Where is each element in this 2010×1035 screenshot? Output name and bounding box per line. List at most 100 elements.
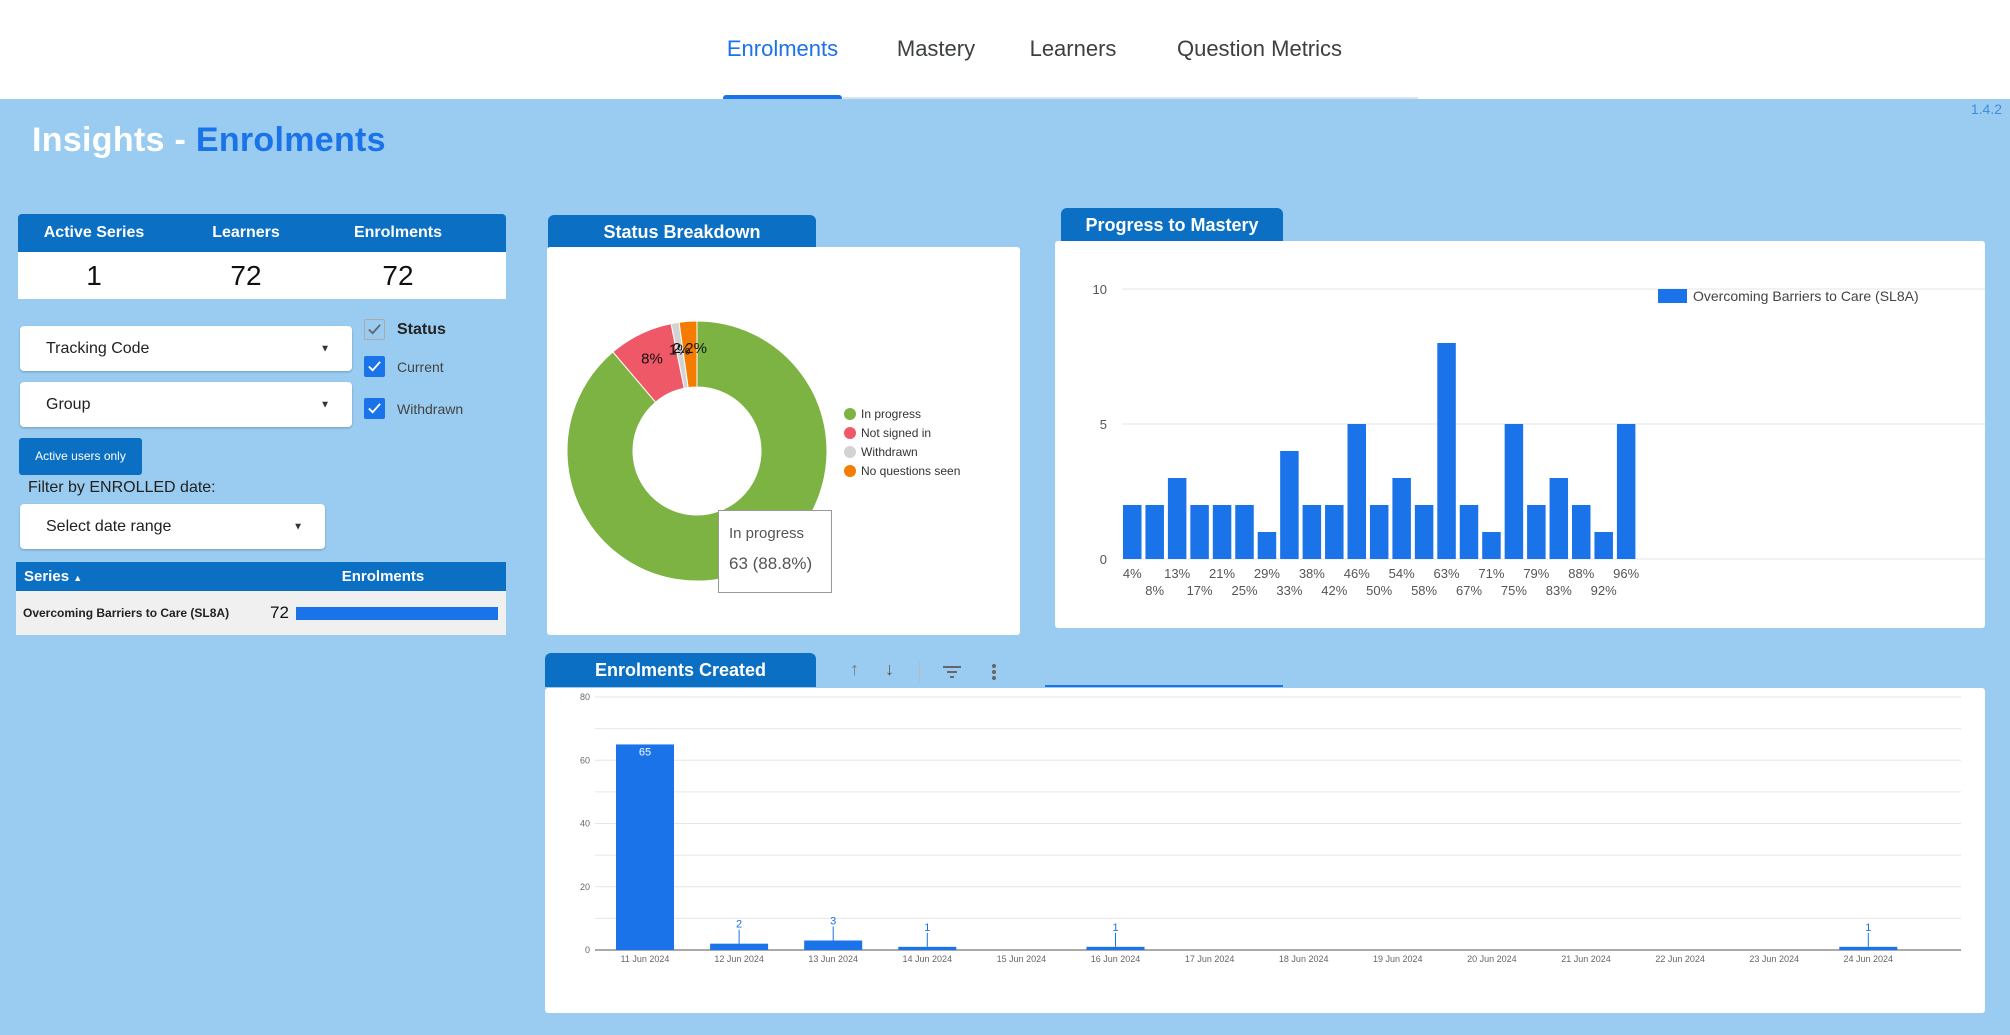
x-tick-label: 22 Jun 2024 (1655, 954, 1705, 964)
status-filter-current[interactable]: Current (364, 356, 444, 377)
bar (1459, 505, 1479, 559)
x-tick-label: 17 Jun 2024 (1185, 954, 1235, 964)
progress-mastery-chart: 0 5 10 4%8%13% 17% 21% 25% 29% 33% 38% 42% 46% 50% 54… (1093, 282, 1985, 598)
bar (1437, 343, 1456, 559)
arrow-down-icon[interactable]: ↓ (885, 659, 894, 679)
scorecard-header-active-series: Active Series (43, 224, 145, 241)
bar (1572, 505, 1591, 559)
active-users-only-button[interactable]: Active users only (19, 438, 142, 475)
tab-underline-track (843, 97, 1418, 99)
page-title: Insights - Enrolments (32, 121, 386, 160)
bar (1086, 946, 1145, 950)
cell-enrolments-value: 72 (270, 603, 289, 622)
tab-learners[interactable]: Learners (1029, 36, 1117, 61)
legend-label: Withdrawn (861, 444, 918, 459)
donut-data-label: 8% (641, 350, 663, 367)
bar (804, 940, 863, 950)
bar (1549, 478, 1569, 559)
x-tick-label: 23 Jun 2024 (1749, 954, 1799, 964)
y-tick-label: 20 (580, 882, 590, 892)
scorecard-value-active-series: 1 (86, 260, 102, 291)
x-tick-label: 20 Jun 2024 (1467, 954, 1517, 964)
x-tick-label: 13 Jun 2024 (808, 954, 858, 964)
toolbar-divider (919, 661, 920, 683)
data-label: 1 (924, 922, 930, 934)
data-label: 1 (1865, 922, 1871, 934)
bar (1145, 505, 1164, 559)
donut-data-label: 1% (669, 341, 691, 358)
dashboard-canvas: 1.4.2 Insights - Enrolments Active Serie… (0, 99, 2010, 1035)
x-tick-label: 46% (1344, 566, 1370, 581)
x-tick-label: 42% (1321, 583, 1347, 598)
x-tick-label: 58% (1411, 583, 1437, 598)
tracking-code-dropdown[interactable]: Tracking Code ▼ (20, 326, 352, 371)
withdrawn-label: Withdrawn (397, 400, 464, 417)
bar (1235, 505, 1254, 559)
x-tick-label: 11 Jun 2024 (621, 954, 670, 964)
date-range-picker[interactable]: Select date range ▼ (20, 504, 325, 549)
tooltip-value: 63 (88.8%) (729, 554, 813, 573)
tab-mastery[interactable]: Mastery (896, 36, 976, 61)
bar (710, 943, 769, 950)
group-dropdown[interactable]: Group ▼ (20, 382, 352, 427)
y-tick-label: 80 (580, 692, 590, 702)
scorecard-header-enrolments: Enrolments (353, 224, 442, 241)
status-filter-all[interactable]: Status (364, 319, 446, 340)
enrolments-created-title: Enrolments Created (545, 653, 816, 687)
y-tick-label: 60 (580, 755, 590, 765)
checkbox-current[interactable] (364, 356, 385, 377)
legend-label: No questions seen (861, 463, 961, 478)
x-tick-label: 79% (1523, 566, 1549, 581)
data-label: 1 (1112, 922, 1118, 934)
enrolments-bar-track (296, 606, 498, 620)
page-title-accent: Enrolments (195, 121, 386, 159)
y-tick-label: 0 (585, 945, 590, 955)
legend-label: Overcoming Barriers to Care (SL8A) (1693, 288, 1919, 304)
x-tick-label: 67% (1456, 583, 1482, 598)
x-tick-label: 8% (1145, 583, 1164, 598)
legend-dot (844, 407, 856, 420)
checkbox-withdrawn[interactable] (364, 398, 385, 419)
x-tick-label: 4% (1123, 566, 1142, 581)
legend-item: In progress (844, 404, 960, 423)
bar (1123, 505, 1142, 559)
group-value: Group (46, 396, 91, 413)
bar (1190, 505, 1209, 559)
toolbar-accent-line (1045, 685, 1283, 687)
x-tick-label: 25% (1231, 583, 1257, 598)
y-tick-label: 0 (1100, 552, 1107, 567)
arrow-up-icon[interactable]: ↑ (850, 659, 859, 679)
filter-icon[interactable] (942, 663, 962, 681)
table-row[interactable]: Overcoming Barriers to Care (SL8A) 72 (16, 591, 506, 635)
legend-dot (844, 445, 856, 458)
x-tick-label: 15 Jun 2024 (997, 954, 1047, 964)
tab-enrolments[interactable]: Enrolments (723, 30, 842, 99)
column-header-series[interactable]: Series ▲ (16, 568, 260, 585)
x-tick-label: 38% (1299, 566, 1325, 581)
version-label: 1.4.2 (1970, 101, 2002, 117)
series-header-label: Series (24, 568, 70, 585)
top-navigation: Enrolments Mastery Learners Question Met… (0, 0, 2010, 99)
y-tick-label: 10 (1093, 282, 1107, 297)
tab-question-metrics[interactable]: Question Metrics (1176, 36, 1343, 61)
series-table: Series ▲ Enrolments Overcoming Barriers … (16, 562, 506, 635)
status-filter-withdrawn[interactable]: Withdrawn (364, 398, 463, 419)
bar (1594, 532, 1613, 559)
legend-item: Not signed in (844, 423, 960, 442)
y-tick-label: 40 (580, 819, 590, 829)
tooltip-label: In progress (729, 525, 805, 542)
x-tick-label: 12 Jun 2024 (714, 954, 764, 964)
enrolments-created-chart: 0 20 40 60 80 65 11 Jun 2024 2 12 Jun 2024 3 13 Ju… (580, 692, 1961, 964)
enrolments-created-card: 0 20 40 60 80 65 11 Jun 2024 2 12 Jun 2024 3 13 Ju… (545, 688, 1985, 1013)
progress-mastery-card: 0 5 10 4% 8% 13% 17% 21% 25% 29% 33% 38% 42% 46% 50% 54… (1055, 241, 1985, 628)
scorecard-header-learners: Learners (212, 224, 280, 241)
sort-ascending-icon: ▲ (73, 573, 83, 583)
x-tick-label: 75% (1501, 583, 1527, 598)
x-tick-label: 14 Jun 2024 (903, 954, 953, 964)
x-tick-label: 19 Jun 2024 (1373, 954, 1423, 964)
x-tick-label: 33% (1276, 583, 1302, 598)
x-tick-label: 13% (1164, 566, 1190, 581)
more-vert-icon[interactable] (990, 661, 998, 683)
column-header-enrolments[interactable]: Enrolments (341, 568, 425, 585)
checkbox-status[interactable] (364, 319, 385, 340)
